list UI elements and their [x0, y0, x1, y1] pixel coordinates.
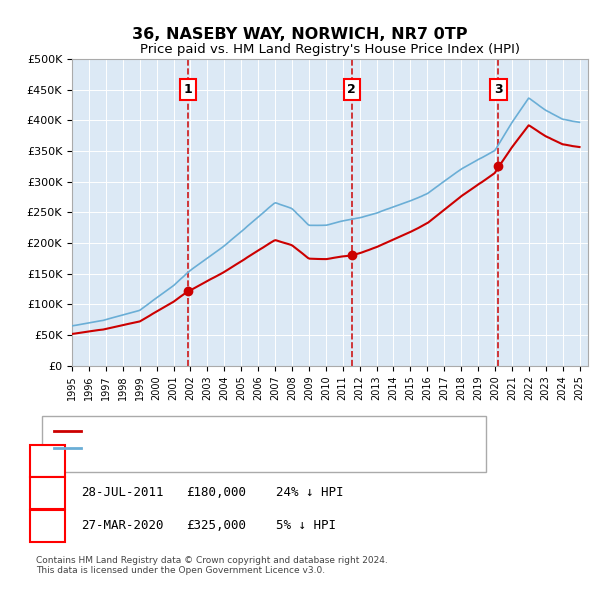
Text: 1: 1 [43, 454, 52, 467]
Text: £122,000: £122,000 [186, 454, 246, 467]
Text: £325,000: £325,000 [186, 519, 246, 532]
Text: Contains HM Land Registry data © Crown copyright and database right 2024.
This d: Contains HM Land Registry data © Crown c… [36, 556, 388, 575]
Text: 36, NASEBY WAY, NORWICH, NR7 0TP (detached house): 36, NASEBY WAY, NORWICH, NR7 0TP (detach… [87, 426, 397, 435]
Text: 2: 2 [347, 83, 356, 96]
Text: HPI: Average price, detached house, Broadland: HPI: Average price, detached house, Broa… [87, 444, 350, 453]
Text: 36, NASEBY WAY, NORWICH, NR7 0TP: 36, NASEBY WAY, NORWICH, NR7 0TP [132, 27, 468, 41]
Text: 3: 3 [494, 83, 503, 96]
Text: 27-MAR-2020: 27-MAR-2020 [81, 519, 163, 532]
Text: 20-NOV-2001: 20-NOV-2001 [81, 454, 163, 467]
Text: £180,000: £180,000 [186, 486, 246, 499]
Text: 3: 3 [43, 519, 52, 532]
Text: 24% ↓ HPI: 24% ↓ HPI [276, 486, 343, 499]
Text: 1: 1 [184, 83, 193, 96]
Title: Price paid vs. HM Land Registry's House Price Index (HPI): Price paid vs. HM Land Registry's House … [140, 44, 520, 57]
Text: 28-JUL-2011: 28-JUL-2011 [81, 486, 163, 499]
Text: 14% ↓ HPI: 14% ↓ HPI [276, 454, 343, 467]
Text: 2: 2 [43, 486, 52, 499]
Text: 5% ↓ HPI: 5% ↓ HPI [276, 519, 336, 532]
